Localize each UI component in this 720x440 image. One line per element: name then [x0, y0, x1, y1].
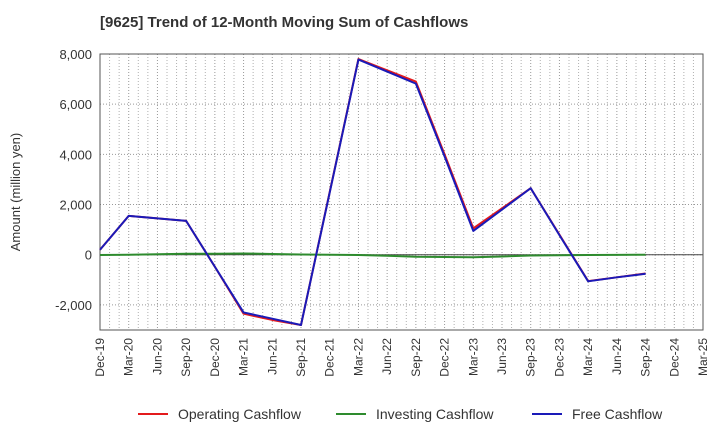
x-tick-label: Sep-24 — [639, 338, 653, 377]
x-tick-label: Dec-20 — [208, 338, 222, 377]
x-tick-label: Mar-21 — [237, 338, 251, 376]
x-tick-label: Mar-23 — [466, 338, 480, 376]
x-tick-label: Dec-23 — [552, 338, 566, 377]
x-tick-label: Mar-22 — [351, 338, 365, 376]
x-tick-label: Dec-19 — [93, 338, 107, 377]
chart-title: [9625] Trend of 12-Month Moving Sum of C… — [100, 14, 469, 31]
x-tick-label: Sep-20 — [179, 338, 193, 377]
y-tick-label: 0 — [85, 248, 92, 263]
series-line-1 — [99, 252, 646, 259]
legend-label: Investing Cashflow — [376, 406, 494, 422]
x-tick-label: Mar-25 — [696, 338, 710, 376]
x-tick-label: Jun-24 — [610, 338, 624, 375]
x-tick-label: Mar-24 — [581, 338, 595, 376]
y-tick-label: 4,000 — [59, 147, 92, 162]
y-tick-label: 6,000 — [59, 97, 92, 112]
x-tick-label: Jun-21 — [265, 338, 279, 375]
plot-frame — [99, 53, 704, 331]
x-tick-label: Sep-23 — [524, 338, 538, 377]
y-axis-label: Amount (million yen) — [8, 133, 23, 252]
x-tick-label: Dec-21 — [323, 338, 337, 377]
x-tick-label: Dec-22 — [438, 338, 452, 377]
series-line-2 — [99, 58, 646, 326]
x-tick-label: Jun-23 — [495, 338, 509, 375]
x-tick-label: Mar-20 — [122, 338, 136, 376]
legend-label: Operating Cashflow — [178, 406, 302, 422]
plot-area — [100, 54, 703, 330]
x-tick-label: Jun-22 — [380, 338, 394, 375]
x-tick-label: Sep-22 — [409, 338, 423, 377]
x-tick-label: Dec-24 — [667, 338, 681, 377]
legend-label: Free Cashflow — [572, 406, 663, 422]
x-tick-label: Sep-21 — [294, 338, 308, 377]
y-tick-label: -2,000 — [55, 298, 92, 313]
y-tick-label: 2,000 — [59, 198, 92, 213]
x-tick-label: Jun-20 — [150, 338, 164, 375]
y-tick-label: 8,000 — [59, 47, 92, 62]
